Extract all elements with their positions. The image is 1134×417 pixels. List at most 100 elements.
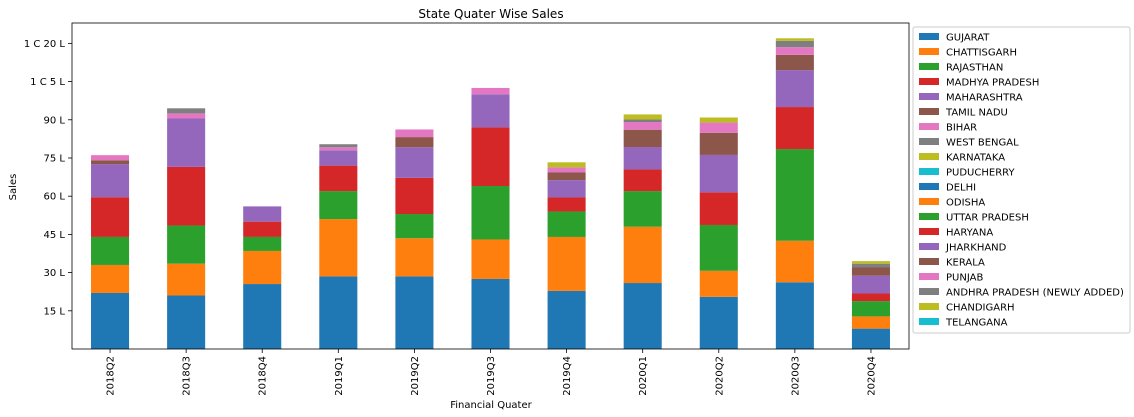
- legend-label: CHANDIGARH: [946, 303, 1015, 314]
- legend-swatch: [919, 258, 939, 265]
- legend-label: RAJASTHAN: [946, 63, 1003, 74]
- legend-label: TAMIL NADU: [945, 108, 1008, 119]
- bar-segment: [699, 192, 738, 225]
- bar-segment: [91, 264, 130, 293]
- bar-segment: [395, 147, 434, 178]
- bar-segment: [395, 238, 434, 277]
- x-tick-label: 2019Q2: [410, 356, 421, 396]
- bar-segment: [547, 172, 586, 181]
- legend-swatch: [919, 33, 939, 40]
- bar-segment: [699, 270, 738, 297]
- legend-swatch: [919, 228, 939, 235]
- y-tick-label: 30 L: [44, 268, 66, 279]
- bar-segment: [167, 166, 206, 226]
- legend-swatch: [919, 273, 939, 280]
- bar-segment: [623, 169, 662, 192]
- bar-segment: [623, 191, 662, 227]
- bar-segment: [547, 180, 586, 198]
- bar-segment: [471, 239, 510, 279]
- bar-segment: [471, 127, 510, 186]
- legend-label: WEST BENGAL: [946, 138, 1019, 149]
- legend-label: MADHYA PRADESH: [946, 78, 1039, 89]
- bar-segment: [547, 197, 586, 212]
- y-tick-label: 15 L: [44, 306, 66, 317]
- bar-segment: [851, 293, 890, 302]
- bar-segment: [547, 167, 586, 173]
- legend-swatch: [919, 123, 939, 130]
- x-tick-label: 2018Q2: [106, 356, 117, 396]
- bar-segment: [547, 290, 586, 349]
- y-tick-label: 1 C 20 L: [24, 39, 66, 50]
- bar-segment: [91, 292, 130, 349]
- x-tick-label: 2018Q4: [258, 356, 269, 396]
- bar-segment: [547, 162, 586, 168]
- bar-segment: [623, 119, 662, 123]
- bar-segment: [699, 224, 738, 271]
- bar-segment: [623, 114, 662, 120]
- bar-segment: [319, 191, 358, 220]
- bar-segment: [547, 211, 586, 237]
- bar-segment: [167, 113, 206, 119]
- bar-segment: [319, 150, 358, 166]
- legend-swatch: [919, 198, 939, 205]
- bars-group: [91, 38, 890, 350]
- bar-segment: [775, 107, 814, 150]
- bar-segment: [319, 165, 358, 192]
- legend-swatch: [919, 153, 939, 160]
- bar-segment: [471, 94, 510, 128]
- x-axis-label: Financial Quater: [450, 400, 532, 411]
- bar-segment: [851, 263, 890, 268]
- bar-segment: [91, 197, 130, 237]
- legend-label: ANDHRA PRADESH (NEWLY ADDED): [946, 288, 1124, 299]
- y-tick-label: 45 L: [44, 230, 66, 241]
- bar-segment: [851, 275, 890, 294]
- bar-segment: [395, 214, 434, 239]
- legend-swatch: [919, 63, 939, 70]
- y-tick-label: 60 L: [44, 192, 66, 203]
- y-tick-label: 90 L: [44, 115, 66, 126]
- bar-segment: [775, 240, 814, 283]
- legend-swatch: [919, 93, 939, 100]
- bar-segment: [851, 267, 890, 276]
- bar-segment: [623, 122, 662, 130]
- bar-segment: [775, 40, 814, 48]
- bar-segment: [851, 328, 890, 350]
- bar-segment: [243, 284, 282, 349]
- bar-segment: [395, 276, 434, 349]
- y-axis-label: Sales: [8, 174, 19, 201]
- x-tick-label: 2019Q1: [334, 356, 345, 396]
- bar-segment: [319, 276, 358, 349]
- bar-segment: [775, 47, 814, 55]
- legend-swatch: [919, 288, 939, 295]
- legend-label: PUDUCHERRY: [946, 168, 1015, 179]
- legend-label: JHARKHAND: [945, 243, 1007, 254]
- bar-segment: [243, 236, 282, 251]
- bar-segment: [851, 316, 890, 329]
- bar-segment: [699, 132, 738, 155]
- legend-label: CHATTISGARH: [946, 48, 1017, 59]
- y-axis-ticks: 15 L 30 L 45 L 60 L 75 L 90 L 1 C 5 L 1 C 20 L: [24, 39, 72, 317]
- legend-swatch: [919, 213, 939, 220]
- bar-segment: [775, 54, 814, 71]
- bar-segment: [699, 154, 738, 193]
- bar-segment: [319, 144, 358, 148]
- x-tick-label: 2019Q4: [562, 356, 573, 396]
- legend-swatch: [919, 318, 939, 325]
- y-tick-label: 75 L: [44, 153, 66, 164]
- legend-label: KERALA: [946, 258, 985, 269]
- legend-swatch: [919, 138, 939, 145]
- bar-segment: [471, 87, 510, 95]
- legend-label: UTTAR PRADESH: [946, 213, 1029, 224]
- legend-label: ODISHA: [946, 198, 985, 209]
- bar-segment: [775, 38, 814, 41]
- bar-segment: [699, 122, 738, 133]
- legend-swatch: [919, 48, 939, 55]
- bar-segment: [167, 108, 206, 114]
- bar-segment: [91, 236, 130, 265]
- bar-segment: [243, 206, 282, 222]
- legend-swatch: [919, 78, 939, 85]
- bar-segment: [623, 283, 662, 349]
- bar-segment: [623, 129, 662, 148]
- x-tick-label: 2019Q3: [486, 356, 497, 396]
